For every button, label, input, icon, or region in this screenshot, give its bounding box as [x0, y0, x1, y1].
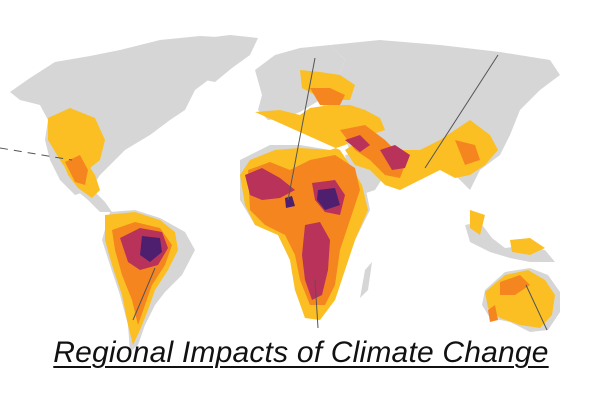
madagascar-land: [360, 262, 372, 298]
impact-severe-zones: [140, 188, 340, 262]
greenland-land: [190, 35, 258, 82]
europe-land: [255, 45, 345, 120]
pointer-lines: [0, 54, 548, 331]
central-america-land: [70, 185, 112, 212]
map-title: Regional Impacts of Climate Change: [53, 336, 549, 369]
